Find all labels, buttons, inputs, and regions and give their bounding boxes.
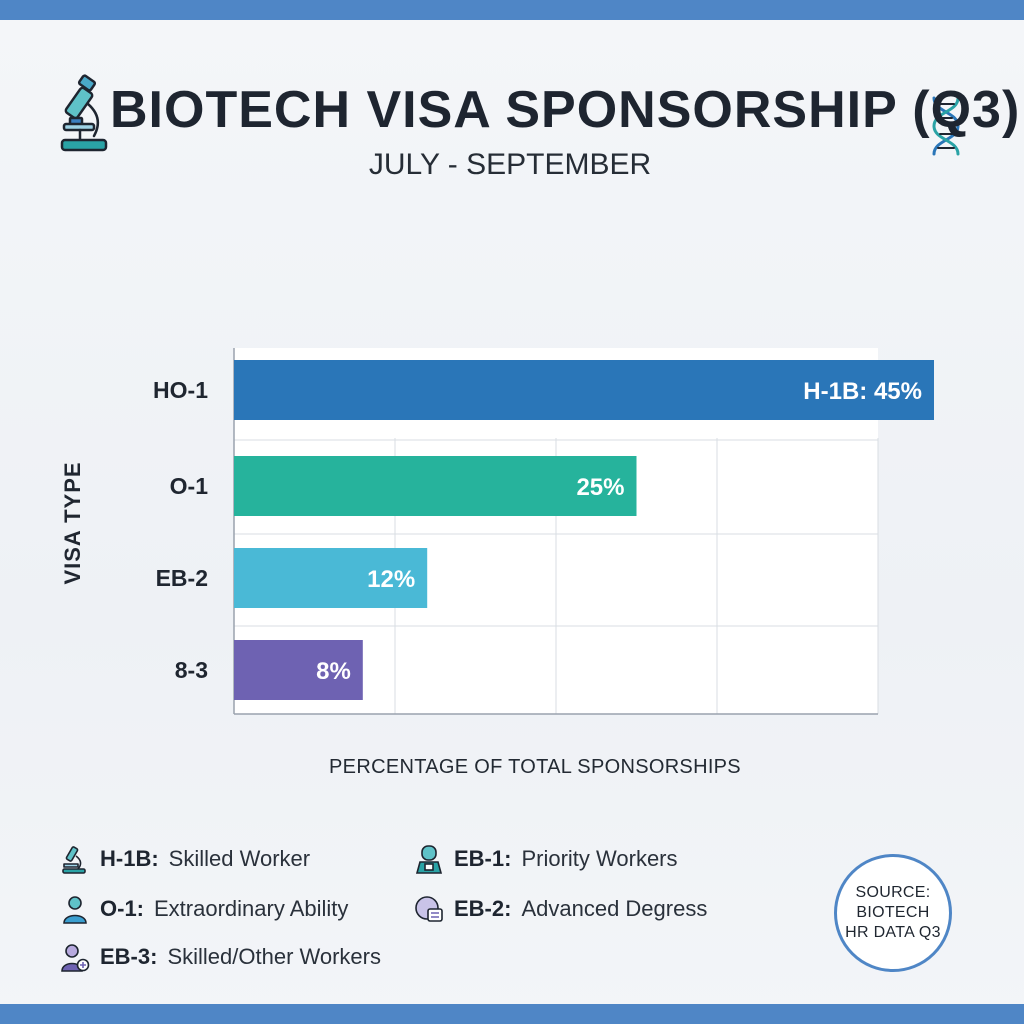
category-label: O-1 bbox=[170, 473, 209, 499]
microscope-icon bbox=[60, 74, 108, 152]
legend-desc: Skilled/Other Workers bbox=[167, 944, 381, 969]
x-axis-label: PERCENTAGE OF TOTAL SPONSORSHIPS bbox=[329, 756, 741, 778]
source-badge: SOURCE: BIOTECH HR DATA Q3 bbox=[834, 854, 952, 972]
page-title: BIOTECH VISA SPONSORSHIP (Q3) bbox=[110, 81, 1021, 139]
scientist-icon bbox=[415, 845, 443, 874]
legend-item-eb3: EB-3: Skilled/Other Workers bbox=[60, 942, 381, 972]
category-label: HO-1 bbox=[153, 377, 208, 403]
legend-code: EB-1: bbox=[454, 846, 512, 871]
legend-item-eb2: EB-2: Advanced Degress bbox=[414, 894, 707, 924]
chart-category-labels: HO-1 O-1 EB-2 8-3 bbox=[153, 377, 208, 683]
legend-code: O-1: bbox=[100, 896, 144, 921]
bar bbox=[234, 360, 934, 420]
legend-code: EB-2: bbox=[454, 896, 512, 921]
bar-value-label: 8% bbox=[316, 658, 351, 685]
legend-item-eb1: EB-1: Priority Workers bbox=[414, 844, 678, 874]
legend-item-o1: O-1: Extraordinary Ability bbox=[60, 894, 348, 924]
diploma-icon bbox=[415, 896, 443, 922]
legend-desc: Extraordinary Ability bbox=[154, 896, 349, 921]
legend-desc: Skilled Worker bbox=[168, 846, 311, 871]
legend-desc: Advanced Degress bbox=[521, 896, 708, 921]
legend-desc: Priority Workers bbox=[521, 846, 678, 871]
bar-chart: H-1B: 45% 25% 12% 8% HO-1 O-1 EB-2 8-3 VISA TY… bbox=[60, 348, 934, 715]
category-label: EB-2 bbox=[156, 565, 208, 591]
chart-bars: H-1B: 45% 25% 12% 8% bbox=[234, 360, 934, 700]
y-axis-label: VISA TYPE bbox=[60, 461, 85, 584]
bar bbox=[234, 548, 428, 608]
person-icon bbox=[63, 896, 87, 924]
bottom-frame-bar bbox=[0, 1004, 1024, 1024]
microscope-icon bbox=[62, 846, 86, 874]
top-frame-bar bbox=[0, 0, 1024, 20]
source-text: SOURCE: BIOTECH HR DATA Q3 bbox=[845, 884, 941, 941]
worker-plus-icon bbox=[61, 944, 90, 972]
legend-code: H-1B: bbox=[100, 846, 159, 871]
bar bbox=[234, 456, 637, 516]
category-label: 8-3 bbox=[175, 657, 208, 683]
page-subtitle: JULY - SEPTEMBER bbox=[368, 148, 652, 181]
bar-value-label: 12% bbox=[367, 566, 415, 593]
bar bbox=[234, 640, 363, 700]
bar-value-label: 25% bbox=[576, 474, 624, 501]
legend-code: EB-3: bbox=[100, 944, 158, 969]
dna-icon bbox=[932, 96, 960, 156]
legend-item-h1b: H-1B: Skilled Worker bbox=[60, 844, 310, 874]
bar-value-label: H-1B: 45% bbox=[803, 378, 922, 405]
